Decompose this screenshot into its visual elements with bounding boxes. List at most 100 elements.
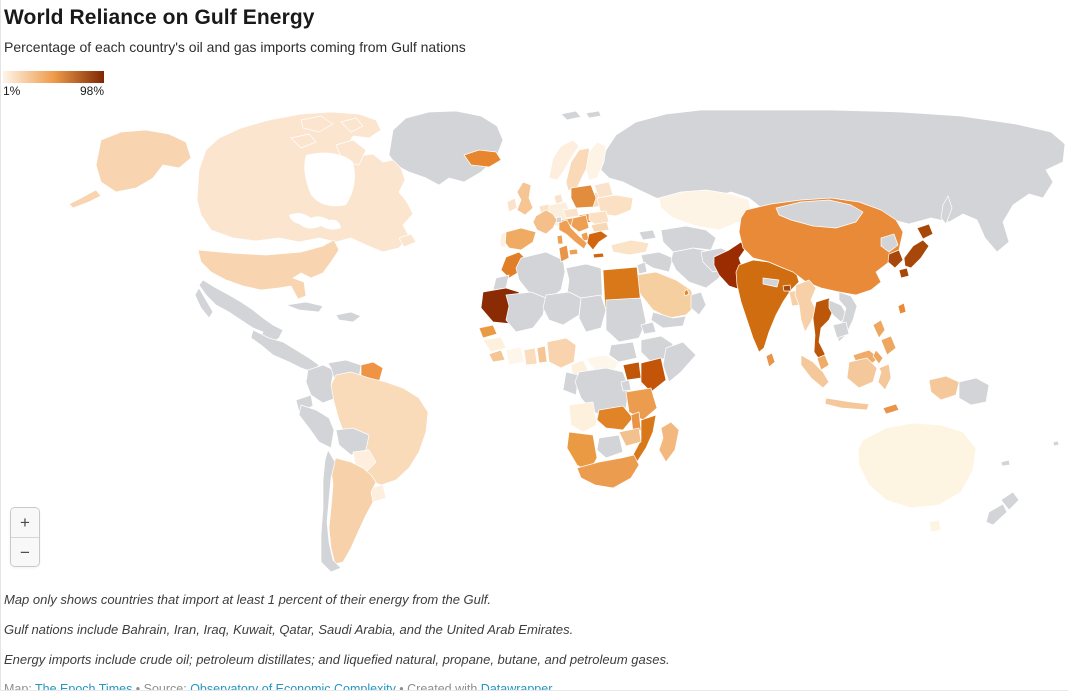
country-central-america[interactable]: [250, 329, 320, 373]
legend-max-label: 98%: [79, 84, 104, 98]
country-greenland[interactable]: [388, 110, 504, 186]
country-togo-benin[interactable]: [536, 345, 548, 364]
hudson-bay: [304, 152, 355, 207]
country-somalia[interactable]: [662, 341, 697, 383]
map-author-link[interactable]: The Epoch Times: [35, 682, 133, 691]
country-botswana[interactable]: [596, 434, 624, 459]
country-fiji[interactable]: [1052, 440, 1060, 447]
country-laos[interactable]: [828, 299, 848, 323]
country-philippines[interactable]: [872, 319, 897, 365]
country-niger[interactable]: [542, 291, 582, 326]
source-link[interactable]: Observatory of Economic Complexity: [190, 682, 396, 691]
country-bhutan[interactable]: [782, 284, 792, 292]
country-brazil[interactable]: [330, 371, 429, 486]
country-new-zealand[interactable]: [985, 491, 1020, 526]
country-north-korea[interactable]: [880, 233, 899, 253]
country-sierra-leone-liberia[interactable]: [488, 349, 506, 363]
country-ireland[interactable]: [506, 197, 518, 213]
country-norway[interactable]: [548, 139, 580, 181]
country-united-states[interactable]: [197, 239, 340, 300]
country-tanzania[interactable]: [625, 387, 658, 421]
country-argentina[interactable]: [328, 457, 377, 565]
country-zimbabwe[interactable]: [618, 427, 642, 447]
country-nigeria[interactable]: [546, 337, 577, 369]
country-russia-sakhalin[interactable]: [940, 195, 953, 225]
country-south-africa[interactable]: [576, 454, 640, 489]
country-hispaniola[interactable]: [335, 311, 362, 323]
country-tunisia[interactable]: [558, 244, 570, 263]
country-china[interactable]: [738, 197, 904, 296]
country-japan[interactable]: [898, 223, 934, 279]
country-france[interactable]: [532, 209, 558, 235]
country-rwanda-burundi[interactable]: [620, 379, 632, 392]
country-mexico[interactable]: [194, 279, 284, 346]
country-uganda[interactable]: [622, 361, 642, 381]
country-central-asia[interactable]: [660, 225, 717, 253]
country-bolivia[interactable]: [335, 427, 370, 456]
country-mongolia[interactable]: [775, 199, 864, 229]
country-czechia[interactable]: [562, 207, 580, 219]
country-chad[interactable]: [578, 294, 607, 333]
country-turkey[interactable]: [610, 239, 650, 256]
country-canada[interactable]: [196, 111, 414, 253]
country-finland[interactable]: [585, 141, 607, 181]
country-taiwan[interactable]: [897, 302, 907, 315]
country-ghana[interactable]: [523, 347, 538, 366]
country-poland[interactable]: [570, 184, 597, 209]
attribution-text: Map:: [4, 682, 36, 691]
country-canada-arctic-islands[interactable]: [290, 115, 367, 166]
country-peru[interactable]: [298, 404, 335, 449]
country-caucasus[interactable]: [638, 229, 657, 241]
country-mali[interactable]: [505, 291, 547, 333]
country-yemen[interactable]: [650, 311, 687, 329]
country-chile[interactable]: [320, 449, 342, 573]
country-guinea[interactable]: [482, 336, 507, 353]
country-india[interactable]: [735, 259, 800, 353]
country-papua-new-guinea[interactable]: [958, 377, 990, 406]
country-angola[interactable]: [568, 401, 598, 433]
country-cuba[interactable]: [285, 301, 324, 313]
country-jordan-israel[interactable]: [636, 261, 648, 275]
country-qatar[interactable]: [683, 288, 690, 297]
country-balkans[interactable]: [570, 214, 590, 233]
country-cambodia[interactable]: [832, 321, 850, 339]
country-ivory-coast[interactable]: [505, 346, 525, 366]
country-sri-lanka[interactable]: [765, 352, 776, 368]
country-zambia[interactable]: [596, 405, 634, 431]
country-united-states-alaska[interactable]: [68, 129, 192, 209]
zoom-out-button[interactable]: −: [11, 537, 39, 566]
country-myanmar[interactable]: [794, 279, 817, 333]
datawrapper-link[interactable]: Datawrapper: [480, 682, 553, 691]
country-nepal[interactable]: [762, 277, 780, 288]
country-italy[interactable]: [556, 219, 588, 256]
country-belarus[interactable]: [593, 181, 614, 199]
country-kazakhstan[interactable]: [658, 189, 752, 231]
country-indonesia[interactable]: [800, 354, 960, 411]
country-australia[interactable]: [857, 422, 977, 533]
country-denmark[interactable]: [553, 193, 564, 205]
country-iceland[interactable]: [463, 149, 502, 168]
country-new-caledonia[interactable]: [1000, 459, 1011, 467]
country-sudan[interactable]: [605, 297, 647, 343]
country-madagascar[interactable]: [658, 421, 680, 463]
country-portugal[interactable]: [499, 231, 507, 249]
country-congo-gabon[interactable]: [562, 371, 580, 396]
country-western-sahara[interactable]: [492, 274, 510, 291]
country-canada-newfoundland[interactable]: [398, 233, 417, 248]
country-senegal[interactable]: [478, 324, 498, 339]
country-greece[interactable]: [586, 230, 609, 259]
country-south-korea[interactable]: [887, 249, 904, 269]
legend-min-label: 1%: [3, 84, 21, 98]
country-eritrea[interactable]: [640, 321, 657, 335]
zoom-in-button[interactable]: +: [11, 508, 39, 537]
country-kenya[interactable]: [640, 357, 667, 393]
country-syria-iraq[interactable]: [640, 251, 674, 273]
country-south-sudan[interactable]: [608, 341, 638, 363]
country-spain[interactable]: [502, 227, 537, 251]
attribution-text: • Source:: [132, 682, 191, 691]
country-russia-svalbard[interactable]: [560, 110, 602, 121]
country-bulgaria[interactable]: [590, 221, 610, 233]
country-timor[interactable]: [882, 403, 900, 415]
country-united-kingdom[interactable]: [516, 181, 534, 216]
country-oman[interactable]: [690, 291, 707, 316]
